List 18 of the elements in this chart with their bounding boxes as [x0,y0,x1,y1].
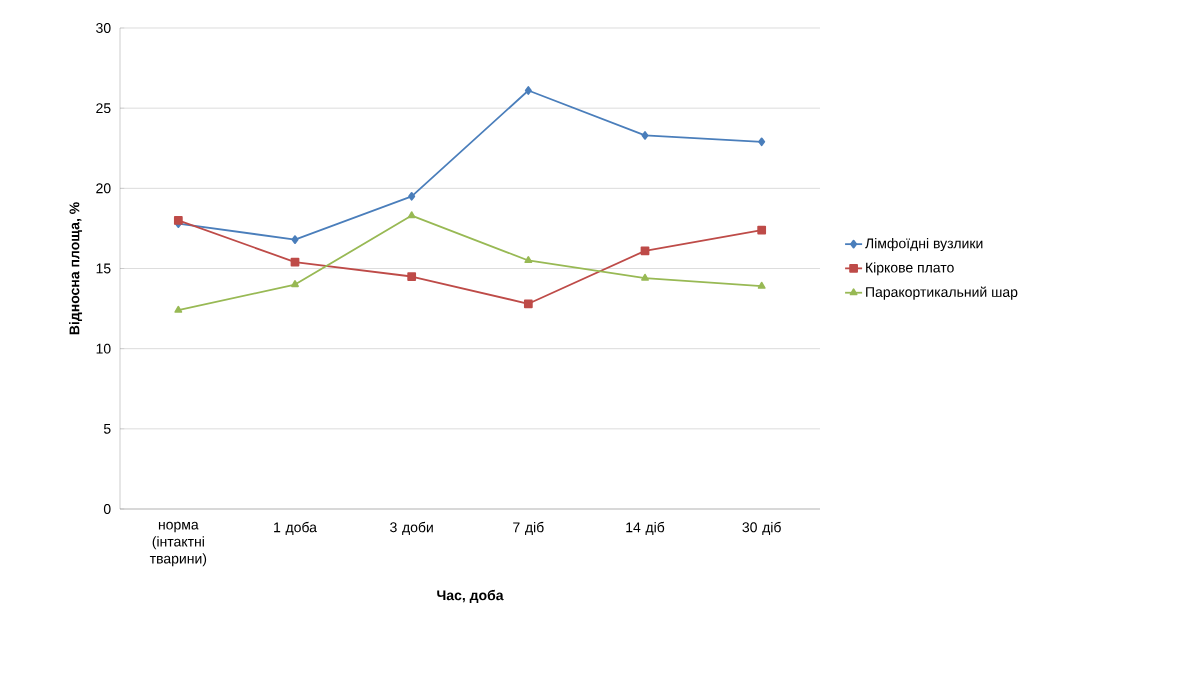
y-tick-label: 5 [103,423,111,434]
y-tick-label: 15 [96,263,111,274]
x-tick-label: 3 доби [390,521,433,535]
x-tick-label: 14 діб [626,521,665,535]
x-tick-label: 1 доба [274,521,317,535]
x-tick-label: норма (інтактні тварини) [149,521,207,567]
y-tick-label: 25 [96,103,111,114]
x-axis-title: Час, доба [437,589,504,603]
y-tick-label: 0 [103,504,111,514]
legend-label: Паракортикальний шар [866,286,1018,300]
y-tick-label: 10 [96,343,111,354]
x-tick-label: 30 діб [742,521,781,535]
y-tick-label: 30 [96,23,111,33]
legend-label: Лімфоїдні вузлики [865,238,983,252]
x-tick-label: 7 діб [513,521,544,535]
legend-label: Кіркове плато [866,262,954,276]
y-tick-label: 20 [96,183,111,194]
y-axis-title: Відносна площа, % [69,202,83,335]
